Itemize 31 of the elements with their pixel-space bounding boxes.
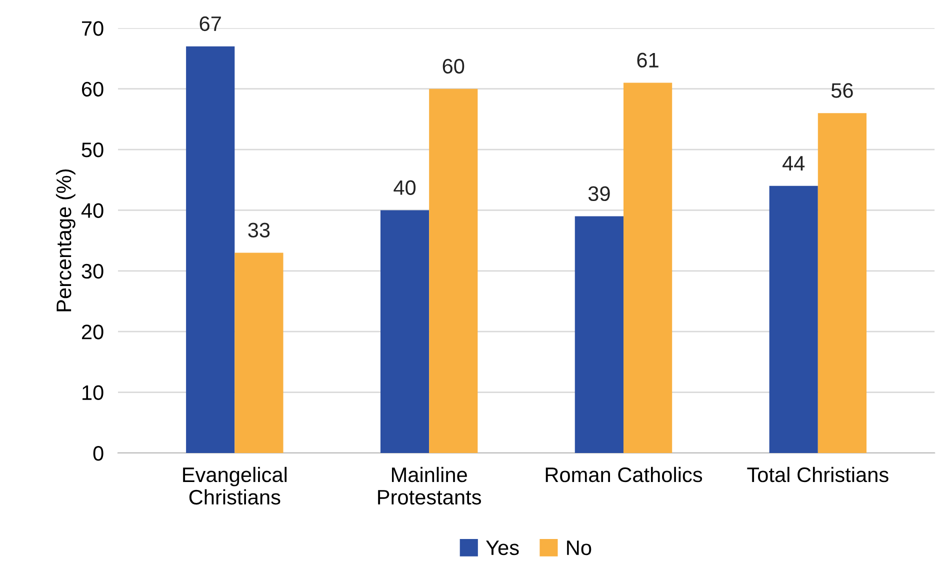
bar [234, 252, 284, 453]
bar [429, 88, 478, 453]
bar [623, 82, 672, 453]
data-label: 67 [200, 16, 221, 32]
data-label: 33 [248, 222, 270, 238]
x-tick-label: Evangelical Christians [183, 466, 287, 505]
y-tick-label: 70 [82, 21, 104, 36]
y-tick-label: 10 [82, 385, 104, 400]
y-tick-label: 0 [93, 446, 104, 461]
y-tick-label: 50 [82, 142, 104, 158]
data-label: 40 [394, 180, 416, 195]
bar [186, 46, 235, 453]
y-tick-label: 40 [81, 203, 104, 218]
y-tick-label: 60 [82, 82, 104, 97]
data-label: 56 [831, 83, 853, 98]
bar [769, 186, 818, 453]
bar [380, 210, 430, 453]
data-label: 61 [637, 52, 658, 68]
y-tick-label: 20 [82, 324, 104, 340]
bar [574, 216, 624, 453]
x-tick-label: Roman Catholics [546, 466, 702, 482]
x-tick-label: Total Christians [747, 466, 888, 482]
data-label: 44 [782, 156, 805, 170]
x-tick-label: Mainline Protestants [378, 466, 482, 505]
data-label: 60 [442, 58, 464, 74]
legend-label: No [567, 540, 592, 556]
y-tick-label: 30 [82, 264, 104, 279]
bar [818, 113, 867, 453]
y-axis-title: Percentage (%) [56, 169, 76, 312]
legend-label: Yes [486, 540, 519, 556]
data-label: 39 [588, 186, 610, 202]
